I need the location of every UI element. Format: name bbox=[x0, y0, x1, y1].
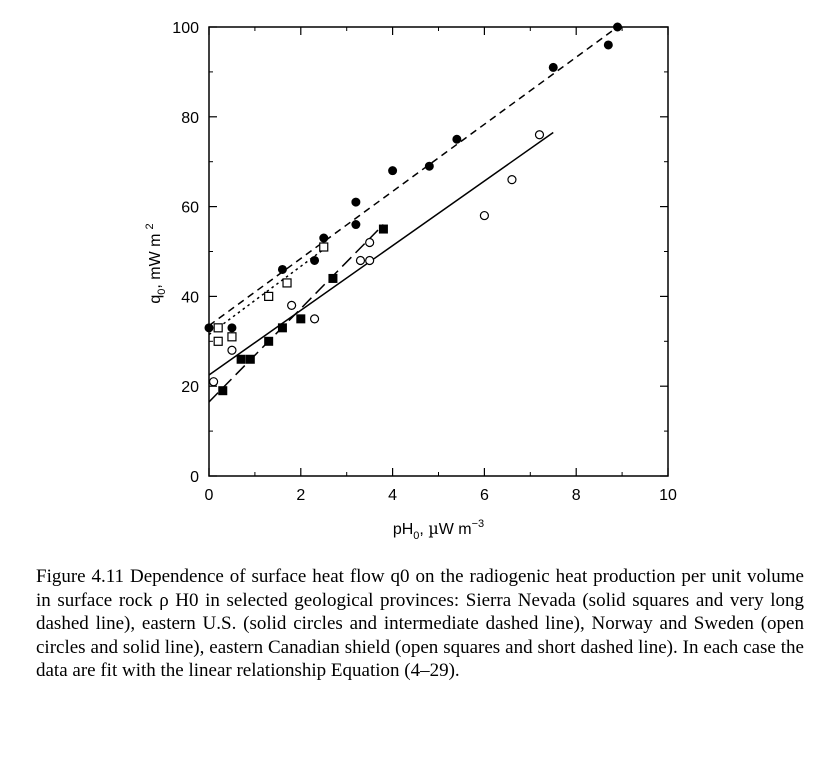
data-point-filled-circle bbox=[548, 62, 558, 72]
x-axis-label-main: pH bbox=[393, 521, 413, 538]
y-tick-label: 60 bbox=[181, 200, 199, 217]
x-axis-label-units: W m bbox=[439, 521, 472, 538]
data-point-filled-circle bbox=[227, 323, 237, 333]
x-axis-label-sep: , bbox=[419, 521, 428, 538]
data-point-filled-square bbox=[378, 224, 388, 234]
fit-line-open-circle bbox=[208, 131, 554, 376]
data-point-filled-square bbox=[264, 336, 274, 346]
data-point-filled-circle bbox=[613, 22, 623, 32]
data-point-open-circle bbox=[507, 175, 517, 185]
data-point-filled-circle bbox=[277, 264, 287, 274]
data-point-open-circle bbox=[365, 237, 375, 248]
data-point-open-circle bbox=[227, 345, 237, 355]
y-axis-label-sub: 0 bbox=[156, 289, 168, 295]
y-tick-label: 0 bbox=[190, 469, 199, 486]
plot-frame bbox=[208, 26, 669, 477]
x-tick-label: 6 bbox=[480, 487, 489, 504]
data-point-open-square bbox=[319, 242, 329, 252]
x-tick-label: 8 bbox=[572, 487, 581, 504]
x-axis-label: pH0, µW m−3 bbox=[393, 518, 484, 542]
data-point-filled-square bbox=[245, 354, 255, 364]
data-point-open-circle bbox=[479, 210, 489, 221]
data-point-open-circle bbox=[534, 130, 545, 140]
x-axis-label-mu: µ bbox=[428, 519, 438, 538]
data-point-open-circle bbox=[287, 300, 297, 310]
data-point-filled-circle bbox=[351, 197, 361, 207]
y-tick-label: 20 bbox=[181, 379, 199, 396]
fit-lines bbox=[208, 26, 618, 403]
y-axis-label: q0, mW m 2 bbox=[144, 223, 168, 303]
data-point-filled-square bbox=[218, 386, 228, 396]
data-point-open-square bbox=[213, 336, 223, 346]
data-point-open-circle bbox=[355, 255, 366, 266]
data-point-open-circle bbox=[365, 255, 375, 266]
y-axis-label-sup: 2 bbox=[144, 223, 156, 229]
data-point-filled-circle bbox=[204, 323, 214, 333]
data-point-filled-circle bbox=[310, 255, 320, 265]
data-point-open-square bbox=[282, 278, 292, 288]
y-tick-label: 80 bbox=[181, 110, 199, 127]
y-tick-label: 40 bbox=[181, 289, 199, 306]
data-point-filled-circle bbox=[424, 161, 434, 171]
data-points bbox=[204, 22, 623, 396]
data-point-filled-circle bbox=[351, 220, 361, 230]
x-tick-label: 10 bbox=[659, 487, 677, 504]
x-axis-label-sub: 0 bbox=[413, 530, 419, 542]
data-point-filled-circle bbox=[319, 233, 329, 243]
data-point-open-circle bbox=[309, 314, 320, 324]
y-tick-label: 100 bbox=[172, 20, 199, 37]
data-point-open-square bbox=[227, 332, 237, 342]
data-point-filled-square bbox=[277, 323, 287, 333]
data-point-open-square bbox=[264, 291, 274, 301]
data-point-filled-circle bbox=[603, 40, 613, 50]
y-axis-label-units: , mW m bbox=[147, 234, 164, 289]
x-axis-label-sup: −3 bbox=[472, 518, 485, 530]
data-point-filled-circle bbox=[388, 166, 398, 176]
y-axis-label-main: q bbox=[147, 295, 164, 304]
x-tick-label: 4 bbox=[388, 487, 397, 504]
figure-caption: Figure 4.11 Dependence of surface heat f… bbox=[36, 566, 804, 681]
x-tick-label: 0 bbox=[205, 487, 214, 504]
fit-line-filled-circle bbox=[208, 26, 618, 327]
data-point-filled-square bbox=[328, 273, 338, 283]
data-point-filled-square bbox=[236, 354, 246, 364]
data-point-open-circle bbox=[208, 377, 219, 387]
data-point-filled-square bbox=[296, 314, 306, 324]
x-tick-label: 2 bbox=[296, 487, 305, 504]
data-point-open-square bbox=[213, 323, 223, 333]
data-point-filled-circle bbox=[452, 134, 462, 144]
